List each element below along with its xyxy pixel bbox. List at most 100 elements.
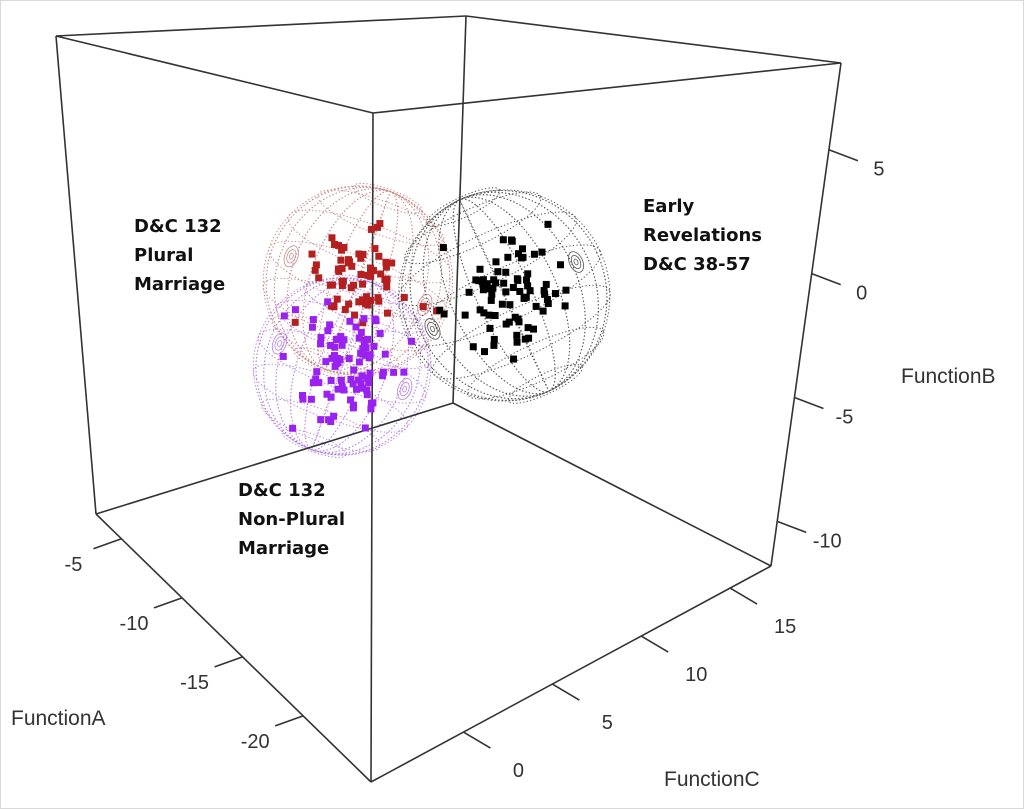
data-point (379, 368, 387, 376)
data-point (513, 331, 521, 339)
data-point (526, 287, 534, 295)
data-point (307, 395, 315, 403)
data-point (373, 223, 381, 231)
data-point (338, 341, 346, 349)
data-point (331, 240, 339, 248)
data-point (361, 424, 369, 432)
tick-label: -5 (836, 407, 854, 429)
data-point (518, 254, 526, 262)
tick-mark (828, 148, 859, 162)
data-point (362, 344, 370, 352)
data-point (530, 325, 538, 333)
data-point (524, 282, 532, 290)
data-point (538, 248, 546, 256)
data-points (279, 220, 570, 432)
data-point (483, 280, 491, 288)
tick-label: -10 (120, 613, 149, 635)
data-point (359, 280, 367, 288)
data-point (358, 372, 366, 380)
data-point (323, 390, 331, 398)
data-point (530, 250, 538, 258)
data-point (331, 343, 339, 351)
data-point (360, 338, 368, 346)
data-point (355, 298, 363, 306)
data-point (337, 376, 345, 384)
label-line: D&C 132 (238, 480, 326, 501)
tick-label: 5 (602, 712, 613, 734)
data-point (465, 288, 473, 296)
data-point (502, 268, 510, 276)
confidence-spheres (252, 182, 611, 458)
box-edge (452, 15, 467, 404)
data-point (390, 368, 398, 376)
data-point (522, 276, 530, 284)
data-point (479, 286, 487, 294)
data-point (513, 338, 521, 346)
data-point (328, 234, 336, 242)
data-point (479, 276, 487, 284)
tick-mark (274, 715, 304, 727)
data-point (358, 384, 366, 392)
data-point (361, 300, 369, 308)
data-point (376, 329, 384, 337)
box-edge (95, 513, 372, 783)
data-point (355, 250, 363, 258)
data-point (327, 376, 335, 384)
data-point (516, 287, 524, 295)
tick-label: 0 (513, 760, 524, 782)
data-point (469, 343, 477, 351)
data-point (485, 311, 493, 319)
data-point (544, 300, 552, 308)
data-point (327, 393, 335, 401)
tick-mark (463, 731, 491, 749)
data-point (366, 351, 374, 359)
tick-label: -15 (180, 672, 209, 694)
data-point (345, 300, 353, 308)
data-point (382, 258, 390, 266)
data-point (377, 270, 385, 278)
data-point (476, 306, 484, 314)
axis-title-c: FunctionC (664, 768, 760, 791)
data-point (327, 417, 335, 425)
data-point (327, 341, 335, 349)
data-point (382, 263, 390, 271)
data-point (551, 290, 559, 298)
data-point (326, 321, 334, 329)
data-point (487, 296, 495, 304)
data-point (333, 335, 341, 343)
data-point (367, 405, 375, 413)
label-line: D&C 132 (134, 216, 222, 237)
data-point (502, 288, 510, 296)
data-point (374, 294, 382, 302)
label-line: Non-Plural (238, 509, 346, 530)
tick-label: 10 (685, 664, 707, 686)
box-edge (370, 112, 374, 783)
data-point (486, 324, 494, 332)
data-point (346, 317, 354, 325)
data-point (376, 220, 384, 228)
data-point (504, 253, 512, 261)
data-point (365, 379, 373, 387)
data-point (280, 312, 288, 320)
data-point (476, 265, 484, 273)
data-point (324, 327, 332, 335)
label-line: Marriage (134, 274, 226, 295)
data-point (514, 315, 522, 323)
data-point (367, 264, 375, 272)
data-point (363, 391, 371, 399)
tick-label: -10 (813, 530, 842, 552)
data-point (436, 306, 444, 314)
data-point (556, 261, 564, 269)
data-point (357, 254, 365, 262)
data-point (349, 404, 357, 412)
data-point (309, 316, 317, 324)
data-point (532, 302, 540, 310)
data-point (352, 323, 360, 331)
tick-mark (794, 396, 824, 410)
axis-title-a: FunctionA (11, 707, 106, 730)
data-point (561, 302, 569, 310)
data-point (324, 298, 332, 306)
label-early-revelations: Early Revelations D&C 38-57 (643, 192, 762, 279)
data-point (439, 244, 447, 252)
